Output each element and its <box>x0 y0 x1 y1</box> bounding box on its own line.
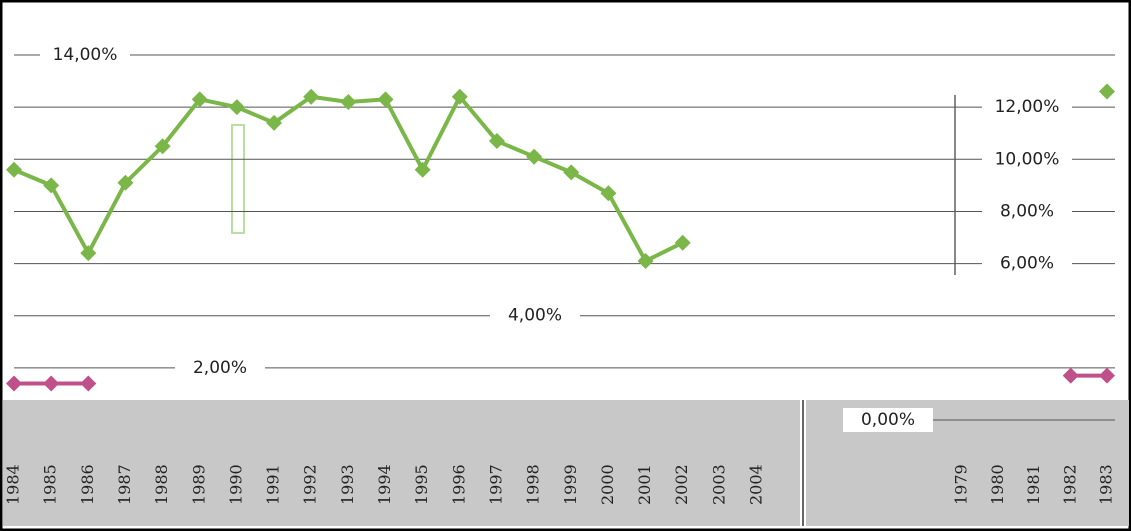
label-bg <box>982 199 1072 224</box>
x-tick-label: 1985 <box>41 464 60 505</box>
x-tick-label: 1997 <box>486 464 505 505</box>
x-tick-label: 2004 <box>747 464 766 505</box>
marker <box>228 99 245 116</box>
marker <box>600 185 617 202</box>
marker <box>191 91 208 108</box>
x-tick-label: 1999 <box>561 464 580 505</box>
marker <box>377 91 394 108</box>
marker <box>117 174 134 191</box>
marker <box>340 93 357 110</box>
marker <box>637 252 654 269</box>
y-tick-label: 8,00% <box>1000 201 1054 221</box>
marker <box>6 375 22 392</box>
x-tick-label: 1993 <box>338 464 357 505</box>
x-tick-label: 1986 <box>78 464 97 505</box>
x-tick-label: 1992 <box>301 464 320 505</box>
marker <box>1099 367 1115 384</box>
marker <box>266 114 283 131</box>
x-tick-label: 1983 <box>1097 464 1116 505</box>
y-tick-label: 12,00% <box>995 97 1060 117</box>
y-tick-label: 0,00% <box>861 410 915 430</box>
x-tick-label: 1991 <box>264 464 283 505</box>
x-tick-label: 1995 <box>412 464 431 505</box>
y-tick-label: 6,00% <box>1000 254 1054 274</box>
marker <box>1099 83 1115 100</box>
label-bg <box>843 408 933 432</box>
x-tick-label: 1979 <box>952 464 971 505</box>
marker <box>451 88 468 105</box>
y-tick-label: 14,00% <box>53 45 118 65</box>
label-bg <box>175 355 265 380</box>
marker <box>303 88 320 105</box>
x-tick-label: 1982 <box>1060 464 1079 505</box>
x-tick-label: 1987 <box>115 464 134 505</box>
x-tick-label: 1988 <box>152 464 171 505</box>
label-bg <box>40 43 130 68</box>
y-tick-label: 4,00% <box>508 306 562 326</box>
x-tick-label: 2002 <box>672 464 691 505</box>
arrow <box>231 124 245 234</box>
marker <box>526 148 543 165</box>
marker <box>43 177 60 194</box>
marker <box>43 375 60 392</box>
marker <box>154 138 171 155</box>
marker <box>563 164 580 181</box>
x-tick-label: 1980 <box>988 464 1007 505</box>
marker <box>674 234 691 251</box>
x-tick-label: 1981 <box>1024 464 1043 505</box>
marker <box>80 245 97 262</box>
marker <box>488 133 505 150</box>
label-bg <box>982 147 1072 172</box>
x-tick-label: 1984 <box>4 464 23 505</box>
label-bg <box>982 251 1072 276</box>
x-tick-label: 1998 <box>524 464 543 505</box>
x-tick-label: 2003 <box>709 464 728 505</box>
marker <box>414 161 431 178</box>
x-tick-label: 1996 <box>449 464 468 505</box>
marker <box>1062 367 1079 384</box>
x-tick-label: 2001 <box>635 464 654 505</box>
y-tick-label: 10,00% <box>995 149 1060 169</box>
x-tick-label: 1989 <box>189 464 208 505</box>
marker <box>80 375 97 392</box>
x-axis-band <box>3 400 800 526</box>
y-tick-label: 2,00% <box>193 358 247 378</box>
label-bg <box>490 303 580 328</box>
label-bg <box>982 95 1072 120</box>
x-tick-label: 1990 <box>226 464 245 505</box>
x-tick-label: 2000 <box>598 464 617 505</box>
x-tick-label: 1994 <box>375 464 394 505</box>
marker <box>6 161 22 178</box>
